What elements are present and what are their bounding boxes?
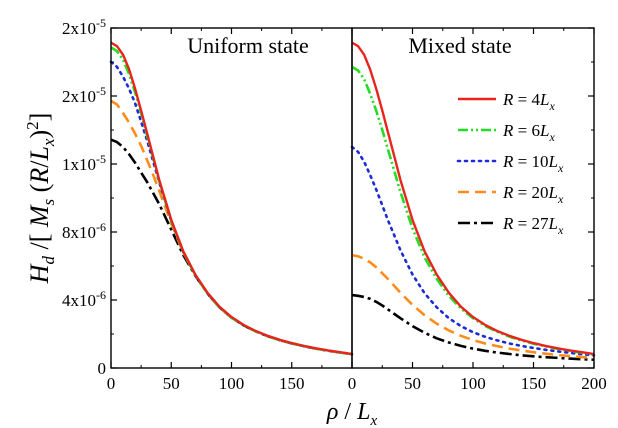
x-tick-label: 50 [163, 374, 180, 393]
x-axis-label: ρ / Lx [326, 399, 378, 428]
x-tick-label: 100 [219, 374, 245, 393]
y-tick-label: 2x10-5 [62, 16, 106, 38]
panel-title-mixed: Mixed state [408, 33, 511, 58]
y-tick-label: 0 [98, 359, 107, 378]
y-tick-label: 2x10-5 [62, 84, 106, 106]
y-tick-label: 4x10-6 [62, 288, 106, 310]
y-axis-label: Hd /[ Ms (R/Lx)2] [23, 113, 58, 285]
legend-label-2: R = 10Lx [502, 152, 564, 175]
series-line-0-4 [110, 138, 353, 356]
x-tick-label: 50 [404, 374, 421, 393]
y-tick-label: 1x10-5 [62, 152, 106, 174]
series-line-1-0 [351, 41, 595, 356]
x-tick-label: 200 [581, 374, 607, 393]
series-line-1-1 [351, 65, 595, 356]
x-tick-label: 150 [521, 374, 547, 393]
series-line-1-3 [351, 253, 595, 360]
x-tick-label: 0 [348, 374, 357, 393]
series-line-1-4 [351, 293, 595, 361]
x-tick-label: 0 [107, 374, 116, 393]
legend-label-1: R = 6Lx [502, 121, 555, 144]
legend-label-4: R = 27Lx [502, 214, 564, 237]
panel-title-uniform: Uniform state [187, 33, 309, 58]
legend-label-3: R = 20Lx [502, 183, 564, 206]
series-line-0-2 [109, 60, 354, 356]
x-tick-label: 100 [460, 374, 486, 393]
legend-label-0: R = 4Lx [502, 90, 555, 113]
y-tick-label: 8x10-6 [62, 220, 106, 242]
x-tick-label: 150 [279, 374, 305, 393]
series-line-0-0 [110, 41, 353, 356]
series-line-1-2 [350, 145, 596, 357]
series-line-0-1 [110, 46, 353, 356]
